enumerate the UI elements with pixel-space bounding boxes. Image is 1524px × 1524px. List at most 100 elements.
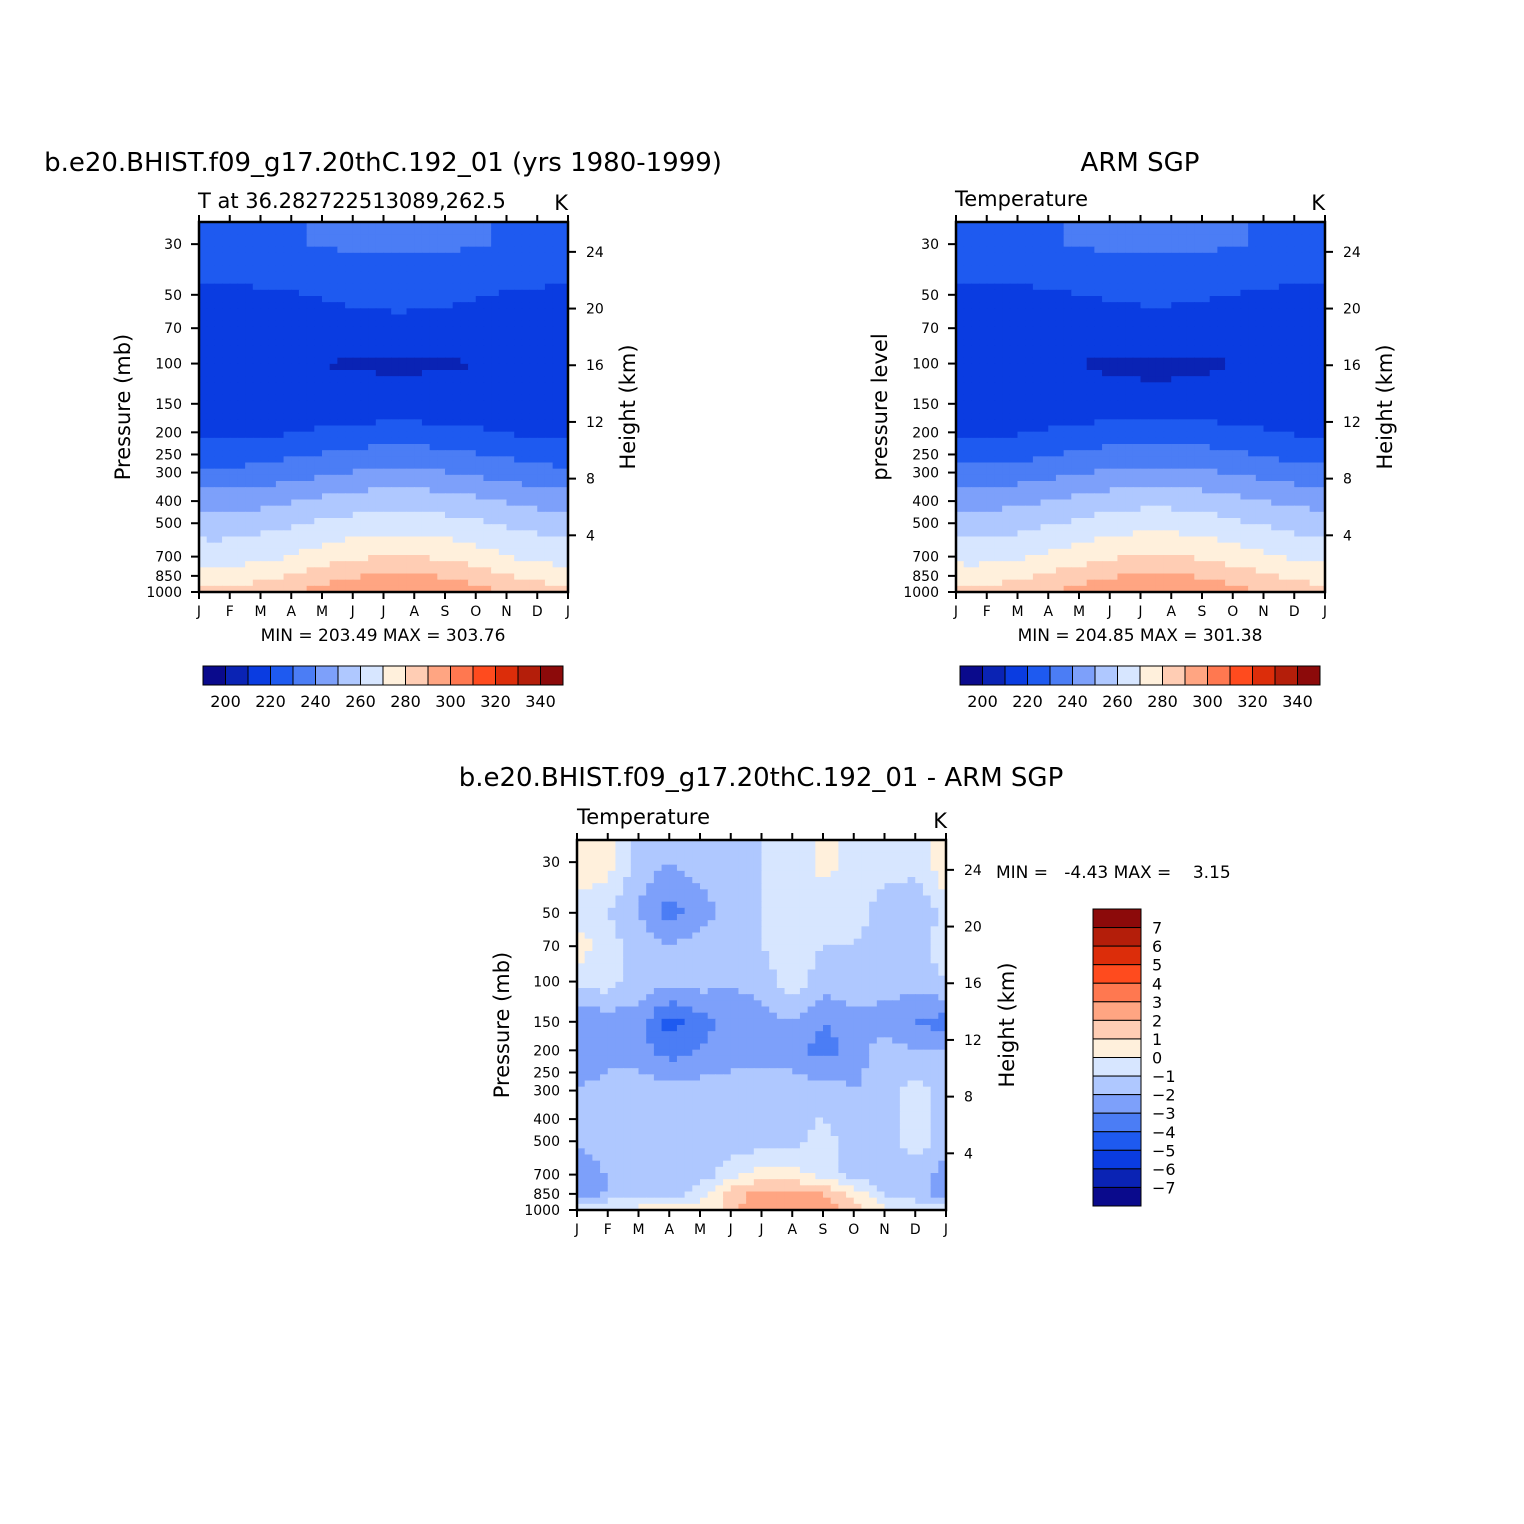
contour-cell — [199, 524, 208, 531]
contour-cell — [1232, 407, 1242, 414]
contour-cell — [971, 289, 980, 297]
contour-cell — [560, 326, 569, 334]
contour-cell — [1301, 425, 1311, 433]
contour-cell — [1063, 345, 1072, 353]
contour-cell — [406, 357, 415, 365]
contour-cell — [383, 271, 392, 279]
contour-cell — [1155, 345, 1165, 353]
contour-cell — [1032, 400, 1042, 408]
contour-cell — [406, 505, 415, 513]
contour-cell — [537, 339, 546, 346]
contour-cell — [1055, 222, 1065, 229]
contour-cell — [391, 314, 400, 322]
contour-cell — [199, 530, 208, 538]
contour-cell — [537, 505, 546, 513]
contour-cell — [222, 585, 231, 593]
contour-cell — [268, 542, 277, 550]
contour-cell — [437, 468, 446, 476]
contour-cell — [398, 548, 408, 556]
contour-cell — [245, 407, 254, 414]
contour-cell — [1055, 388, 1065, 396]
contour-cell — [475, 530, 485, 538]
contour-cell — [322, 382, 331, 390]
contour-cell — [498, 326, 508, 334]
contour-cell — [306, 444, 315, 451]
contour-cell — [1240, 468, 1249, 476]
colorbar-swatch — [540, 665, 564, 686]
contour-cell — [337, 444, 346, 451]
contour-cell — [206, 425, 215, 433]
contour-cell — [498, 339, 508, 346]
contour-cell — [391, 351, 400, 359]
contour-cell — [229, 302, 239, 309]
contour-cell — [298, 548, 308, 556]
contour-cell — [1155, 240, 1165, 248]
contour-cell — [1017, 308, 1026, 316]
contour-cell — [994, 370, 1003, 377]
contour-cell — [529, 351, 538, 359]
contour-cell — [498, 462, 508, 470]
contour-cell — [529, 400, 538, 408]
contour-cell — [956, 345, 965, 353]
contour-cell — [260, 585, 269, 593]
contour-cell — [237, 259, 246, 266]
contour-cell — [986, 419, 996, 427]
contour-cell — [1148, 425, 1157, 433]
contour-cell — [322, 388, 331, 396]
contour-cell — [1309, 296, 1318, 303]
contour-cell — [437, 530, 446, 538]
contour-cell — [1271, 468, 1280, 476]
contour-cell — [552, 456, 561, 464]
contour-cell — [314, 425, 323, 433]
contour-cell — [1086, 339, 1095, 346]
contour-cell — [1117, 474, 1126, 482]
contour-cell — [1217, 419, 1226, 427]
contour-cell — [414, 536, 423, 544]
contour-cell — [963, 314, 972, 322]
contour-cell — [506, 487, 515, 494]
contour-cell — [237, 400, 246, 408]
contour-cell — [1317, 308, 1326, 316]
contour-cell — [506, 444, 515, 451]
contour-cell — [283, 234, 292, 242]
contour-cell — [1248, 357, 1257, 365]
contour-cell — [498, 567, 508, 575]
contour-cell — [1225, 246, 1234, 254]
contour-cell — [414, 524, 423, 531]
contour-cell — [391, 474, 400, 482]
contour-cell — [406, 388, 415, 396]
contour-cell — [468, 228, 477, 235]
contour-cell — [460, 246, 469, 254]
contour-cell — [398, 431, 408, 439]
contour-cell — [275, 524, 285, 531]
contour-cell — [329, 370, 338, 377]
contour-cell — [491, 511, 500, 519]
contour-cell — [375, 542, 385, 550]
contour-cell — [1009, 400, 1019, 408]
contour-cell — [298, 499, 308, 507]
contour-cell — [421, 536, 431, 544]
contour-cell — [1209, 252, 1218, 260]
contour-cell — [560, 357, 569, 365]
contour-cell — [237, 468, 246, 476]
contour-cell — [1301, 394, 1311, 402]
contour-cell — [514, 413, 523, 420]
contour-cell — [1209, 326, 1218, 334]
contour-cell — [268, 234, 277, 242]
contour-cell — [237, 394, 246, 402]
contour-cell — [199, 370, 208, 377]
contour-cell — [260, 314, 269, 322]
contour-cell — [1255, 265, 1265, 272]
contour-cell — [421, 320, 431, 328]
contour-cell — [322, 542, 331, 550]
contour-cell — [245, 271, 254, 279]
contour-cell — [322, 468, 331, 476]
contour-cell — [214, 548, 223, 556]
contour-cell — [406, 524, 415, 531]
contour-cell — [406, 252, 415, 260]
contour-cell — [1294, 283, 1303, 291]
contour-cell — [291, 561, 300, 568]
contour-cell — [1294, 444, 1303, 451]
contour-cell — [352, 271, 362, 279]
contour-cell — [260, 302, 269, 309]
